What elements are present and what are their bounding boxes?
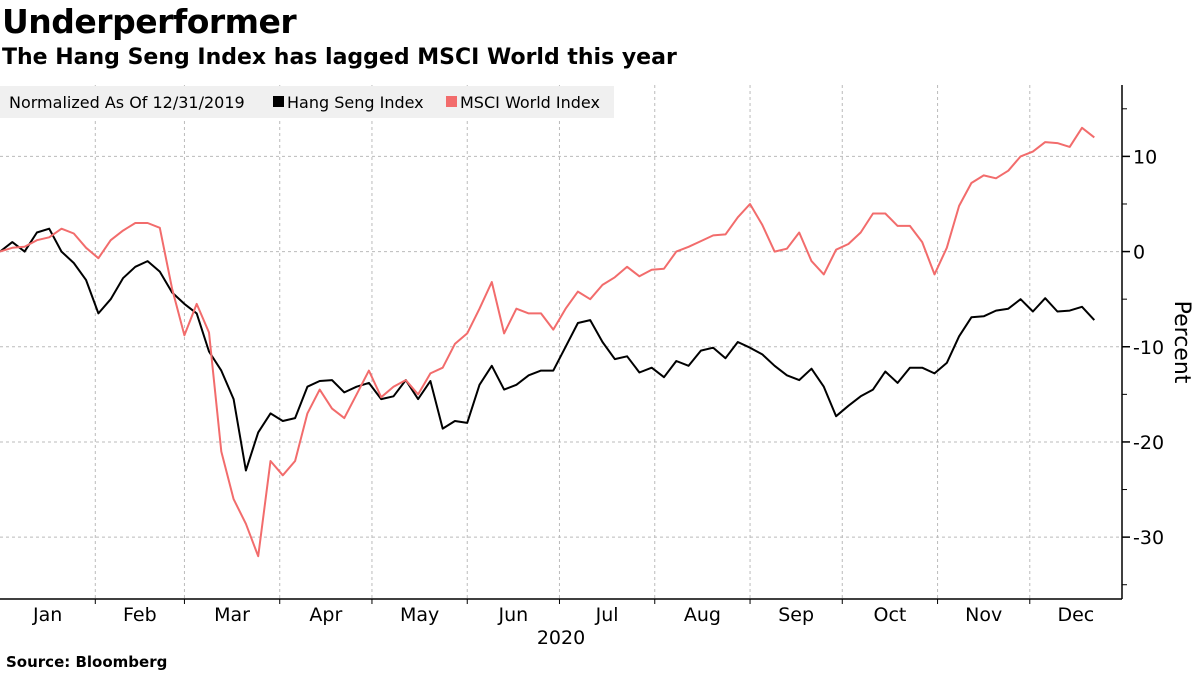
chart-subtitle: The Hang Seng Index has lagged MSCI Worl… — [2, 45, 677, 70]
axis-ticks: -30 -20 -10 0 10 Jan Feb Mar Apr May Jun Jul Aug Sep O… — [32, 108, 1164, 626]
legend-label-hang-seng: Hang Seng Index — [287, 93, 424, 112]
x-tick-label: Oct — [873, 604, 906, 626]
x-tick-label: Jan — [32, 604, 62, 626]
x-tick-label: May — [400, 604, 439, 626]
y-axis-title: Percent — [1169, 301, 1194, 384]
x-tick-label: Dec — [1057, 604, 1094, 626]
legend-note: Normalized As Of 12/31/2019 — [9, 93, 245, 112]
chart-title: Underperformer — [2, 2, 297, 41]
legend-background — [0, 86, 614, 118]
y-tick-label: -10 — [1133, 337, 1164, 359]
legend-swatch-msci-world — [446, 96, 457, 107]
legend-swatch-hang-seng — [273, 96, 284, 107]
x-tick-label: Mar — [214, 604, 250, 626]
x-tick-label: Jul — [595, 604, 619, 626]
x-axis-year-label: 2020 — [537, 627, 585, 649]
x-tick-label: Feb — [123, 604, 157, 626]
series-line-hang-seng — [0, 227, 1096, 472]
x-tick-label: Aug — [684, 604, 721, 626]
source-note: Source: Bloomberg — [6, 653, 168, 671]
axes — [0, 85, 1123, 600]
y-tick-label: -20 — [1133, 432, 1164, 454]
x-tick-label: Sep — [778, 604, 814, 626]
series-line-msci-world — [0, 126, 1095, 558]
legend-label-msci-world: MSCI World Index — [460, 93, 600, 112]
y-tick-label: 10 — [1133, 146, 1157, 168]
x-tick-label: Apr — [309, 604, 342, 626]
x-tick-label: Nov — [965, 604, 1002, 626]
y-tick-label: -30 — [1133, 527, 1164, 549]
y-tick-label: 0 — [1133, 242, 1145, 264]
gridlines — [0, 85, 1122, 599]
x-tick-label: Jun — [498, 604, 529, 626]
series-lines — [0, 126, 1096, 558]
legend: Normalized As Of 12/31/2019 Hang Seng In… — [0, 86, 614, 118]
